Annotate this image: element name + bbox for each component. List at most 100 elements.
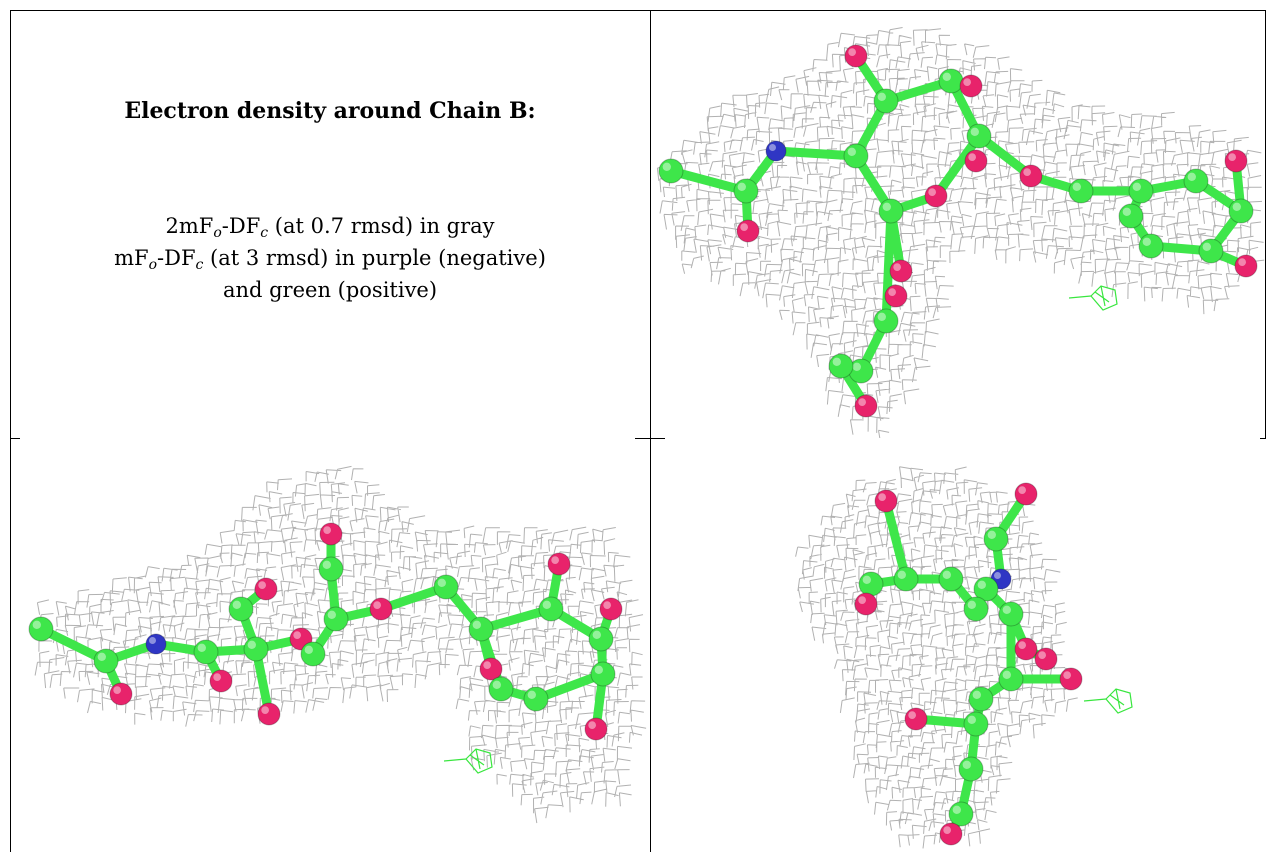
ligand-model (28, 522, 623, 741)
table-left-border (10, 10, 11, 852)
carbon-atom (938, 68, 964, 94)
caption-line-3: and green (positive) (222, 278, 438, 302)
oxygen-atom (959, 74, 983, 98)
table-row-border-right (1260, 438, 1266, 439)
carbon-atom (243, 636, 269, 662)
view-bottom-left (11, 439, 650, 852)
carbon-atom (843, 143, 869, 169)
carbon-atom (538, 596, 564, 622)
formula-mid: -DF (221, 214, 261, 238)
formula-sub-o: o (148, 257, 158, 273)
oxygen-atom (939, 822, 963, 846)
carbon-atom (468, 616, 494, 642)
carbon-atom (858, 571, 884, 597)
oxygen-atom (844, 44, 868, 68)
carbon-atom (588, 626, 614, 652)
carbon-atom (873, 308, 899, 334)
nitrogen-atom (145, 633, 167, 655)
carbon-atom (828, 353, 854, 379)
carbon-atom (28, 616, 54, 642)
carbon-atom (488, 676, 514, 702)
oxygen-atom (109, 682, 133, 706)
oxygen-atom (904, 707, 928, 731)
carbon-atom (1138, 233, 1164, 259)
oxygen-atom (319, 522, 343, 546)
view-top-right (651, 11, 1265, 438)
view-bottom-right (651, 439, 1266, 852)
carbon-atom (963, 711, 989, 737)
carbon-atom (733, 178, 759, 204)
oxygen-atom (1234, 254, 1258, 278)
oxygen-atom (209, 669, 233, 693)
table-row-border-mid (635, 438, 665, 439)
carbon-atom (998, 601, 1024, 627)
positive-difference-density (1083, 688, 1133, 714)
oxygen-atom (736, 219, 760, 243)
carbon-atom (523, 686, 549, 712)
formula-prefix: mF (114, 246, 149, 270)
ligand-model (658, 44, 1258, 418)
carbon-atom (323, 606, 349, 632)
oxygen-atom (1014, 637, 1038, 661)
electron-density-mesh-view-2 (28, 465, 647, 824)
oxygen-atom (874, 489, 898, 513)
formula-mid: -DF (157, 246, 196, 270)
positive-difference-density (443, 748, 493, 774)
oxygen-atom (1034, 647, 1058, 671)
formula-suffix: (at 0.7 rmsd) in gray (268, 214, 495, 238)
table-middle-border (650, 10, 651, 852)
carbon-atom (998, 666, 1024, 692)
formula-sub-o: o (213, 225, 222, 241)
oxygen-atom (964, 149, 988, 173)
oxygen-atom (924, 184, 948, 208)
oxygen-atom (1059, 667, 1083, 691)
carbon-atom (1228, 198, 1254, 224)
density-mesh (34, 465, 647, 824)
oxygen-atom (547, 552, 571, 576)
carbon-atom (300, 641, 326, 667)
formula-suffix: (at 3 rmsd) in purple (negative) (203, 246, 546, 270)
caption-line-2: mFo-DFc (at 3 rmsd) in purple (negative) (10, 242, 650, 274)
oxygen-atom (889, 259, 913, 283)
electron-density-mesh-view-1 (656, 27, 1265, 438)
oxygen-atom (369, 597, 393, 621)
table-row-border-left (10, 438, 20, 439)
table-right-border (1265, 10, 1266, 438)
carbon-atom (433, 574, 459, 600)
carbon-atom (968, 686, 994, 712)
nitrogen-atom (765, 140, 787, 162)
figure-table: Electron density around Chain B: 2mFo-DF… (10, 10, 1266, 852)
carbon-atom (193, 639, 219, 665)
caption-title: Electron density around Chain B: (124, 98, 536, 124)
ligand-model (854, 482, 1083, 846)
positive-difference-density (1068, 285, 1118, 311)
density-mesh (795, 466, 1078, 849)
formula-sub-c: c (195, 257, 204, 273)
caption-line-1: 2mFo-DFc (at 0.7 rmsd) in gray (10, 210, 650, 242)
oxygen-atom (1019, 164, 1043, 188)
carbon-atom (228, 596, 254, 622)
oxygen-atom (1224, 149, 1248, 173)
table-top-border (10, 10, 1266, 11)
caption-description: 2mFo-DFc (at 0.7 rmsd) in gray mFo-DFc (… (10, 210, 650, 306)
carbon-atom (1183, 168, 1209, 194)
carbon-atom (948, 801, 974, 827)
oxygen-atom (254, 577, 278, 601)
carbon-atom (983, 526, 1009, 552)
carbon-atom (873, 88, 899, 114)
carbon-atom (1118, 203, 1144, 229)
oxygen-atom (884, 284, 908, 308)
oxygen-atom (599, 597, 623, 621)
oxygen-atom (1014, 482, 1038, 506)
electron-density-mesh-view-3 (795, 466, 1133, 849)
carbon-atom (1128, 178, 1154, 204)
carbon-atom (658, 158, 684, 184)
carbon-atom (893, 566, 919, 592)
formula-sub-c: c (260, 225, 269, 241)
carbon-atom (1198, 238, 1224, 264)
carbon-atom (590, 661, 616, 687)
oxygen-atom (854, 394, 878, 418)
oxygen-atom (257, 702, 281, 726)
formula-prefix: 2mF (165, 214, 214, 238)
carbon-atom (958, 756, 984, 782)
